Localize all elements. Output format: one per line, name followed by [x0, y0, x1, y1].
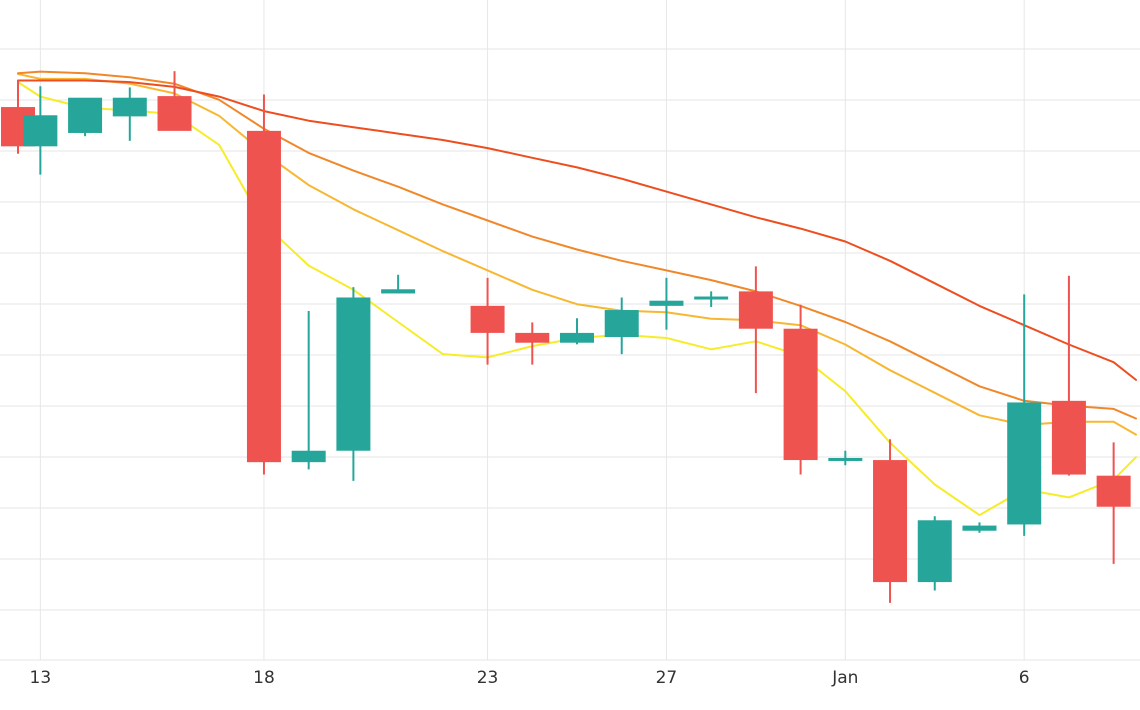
candle-body — [23, 115, 58, 147]
x-tick-label-23: 23 — [477, 668, 499, 688]
candle-body — [694, 296, 729, 300]
candle — [1096, 442, 1131, 564]
x-tick-label-27: 27 — [656, 668, 678, 688]
candle — [962, 522, 997, 533]
candle — [917, 516, 952, 591]
candle — [873, 439, 908, 603]
candle-body — [336, 297, 371, 451]
x-tick-label-jan: Jan — [831, 668, 858, 688]
candle-body — [649, 300, 684, 306]
candle — [828, 450, 863, 466]
candle — [112, 87, 147, 141]
candle — [381, 274, 416, 294]
candle-body — [291, 450, 326, 463]
candle-body — [381, 289, 416, 294]
moving-averages — [17, 70, 1137, 517]
x-tick-label-13: 13 — [30, 668, 52, 688]
candle-body — [873, 460, 908, 583]
grid — [0, 0, 1140, 661]
candle — [783, 304, 818, 475]
candle-body — [560, 332, 594, 343]
candle — [604, 297, 639, 355]
candle-body — [1096, 475, 1131, 507]
moving-average-line-3 — [17, 70, 1137, 420]
candle-body — [515, 332, 550, 343]
candle — [246, 94, 281, 475]
candle-body — [68, 97, 103, 133]
candle-body — [604, 310, 639, 338]
candles — [1, 71, 1131, 603]
candle — [291, 311, 326, 470]
candle — [336, 287, 371, 481]
candle-body — [470, 305, 505, 333]
candle — [649, 277, 684, 330]
candle — [68, 97, 103, 137]
candle — [1051, 275, 1086, 476]
candle — [23, 86, 58, 175]
x-tick-label-6: 6 — [1019, 668, 1030, 688]
moving-average-line-4 — [17, 79, 1137, 381]
x-tick-label-18: 18 — [253, 668, 275, 688]
candle-body — [738, 291, 773, 329]
candle-body — [246, 130, 281, 463]
candle — [694, 291, 729, 307]
candle-body — [917, 520, 952, 583]
candle-body — [1051, 400, 1086, 475]
candle-body — [828, 457, 863, 461]
x-axis: 13 18 23 27 Jan 6 — [30, 668, 1030, 688]
candle-body — [112, 97, 147, 117]
candle-body — [1007, 402, 1042, 525]
candle — [738, 266, 773, 394]
candle — [470, 277, 505, 365]
candle — [560, 318, 594, 345]
candle-body — [157, 96, 192, 131]
candle — [157, 71, 192, 131]
moving-average-line-1 — [17, 81, 1137, 517]
candle-body — [962, 525, 997, 531]
candle-body — [783, 328, 818, 461]
candle — [515, 322, 550, 365]
candle — [1007, 294, 1042, 536]
